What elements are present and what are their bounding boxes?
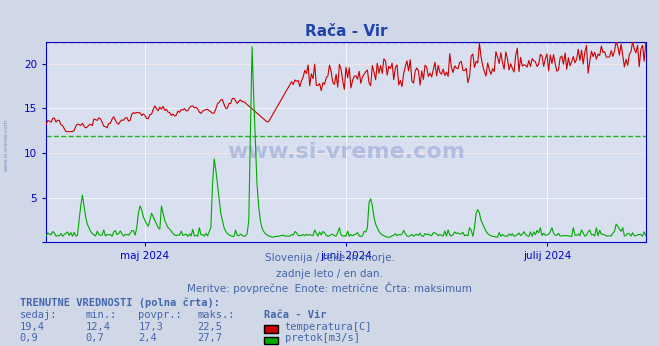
Text: Slovenija / reke in morje.: Slovenija / reke in morje. — [264, 253, 395, 263]
Text: 22,5: 22,5 — [198, 322, 223, 332]
Title: Rača - Vir: Rača - Vir — [304, 24, 387, 39]
Text: www.si-vreme.com: www.si-vreme.com — [227, 142, 465, 162]
Text: pretok[m3/s]: pretok[m3/s] — [285, 333, 360, 343]
Text: sedaj:: sedaj: — [20, 310, 57, 320]
Text: 0,7: 0,7 — [86, 333, 104, 343]
Text: 17,3: 17,3 — [138, 322, 163, 332]
Text: 2,4: 2,4 — [138, 333, 157, 343]
Text: temperatura[C]: temperatura[C] — [285, 322, 372, 332]
Text: Rača - Vir: Rača - Vir — [264, 310, 326, 320]
Text: zadnje leto / en dan.: zadnje leto / en dan. — [276, 269, 383, 279]
Text: 19,4: 19,4 — [20, 322, 45, 332]
Text: min.:: min.: — [86, 310, 117, 320]
Text: 27,7: 27,7 — [198, 333, 223, 343]
Text: www.si-vreme.com: www.si-vreme.com — [3, 119, 9, 172]
Text: Meritve: povprečne  Enote: metrične  Črta: maksimum: Meritve: povprečne Enote: metrične Črta:… — [187, 282, 472, 294]
Text: maks.:: maks.: — [198, 310, 235, 320]
Text: 0,9: 0,9 — [20, 333, 38, 343]
Text: povpr.:: povpr.: — [138, 310, 182, 320]
Text: TRENUTNE VREDNOSTI (polna črta):: TRENUTNE VREDNOSTI (polna črta): — [20, 298, 219, 308]
Text: 12,4: 12,4 — [86, 322, 111, 332]
